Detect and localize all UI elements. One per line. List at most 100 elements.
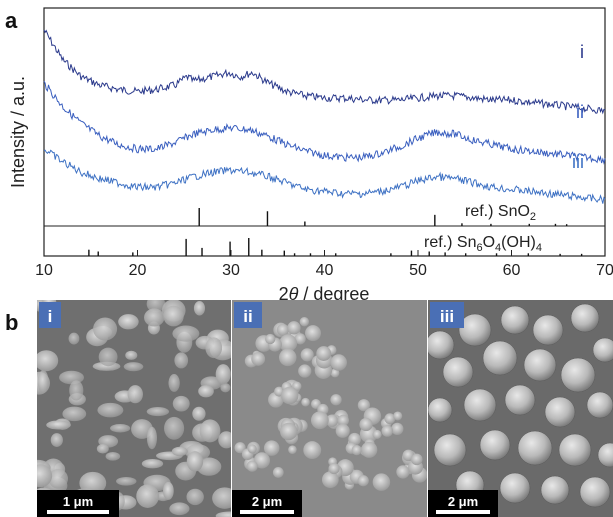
ref-label-sno2: ref.) SnO2: [465, 203, 536, 223]
sphere-particle: [586, 391, 613, 419]
particle: [93, 317, 118, 341]
sem-tag-i: i: [39, 302, 61, 328]
series-line-iii: [43, 149, 606, 204]
particle: [328, 463, 340, 475]
particle: [303, 441, 322, 460]
particle: [146, 426, 158, 450]
scale-bar-iii: 2 μm: [428, 490, 498, 517]
particle: [359, 417, 373, 432]
particle: [125, 350, 138, 360]
particle: [330, 368, 340, 378]
particle: [246, 460, 258, 472]
sphere-particle: [597, 442, 613, 468]
particle: [330, 354, 347, 371]
reference-sticks: [88, 208, 583, 256]
panel-letter-b: b: [5, 310, 18, 335]
particle: [393, 411, 403, 421]
curve-label-i: i: [580, 42, 584, 62]
particle: [321, 471, 339, 489]
particle: [212, 487, 231, 509]
particle: [118, 314, 139, 330]
x-tick-label-60: 60: [503, 262, 521, 279]
svg-text:2 μm: 2 μm: [252, 494, 282, 509]
sem-tag-ii: ii: [234, 302, 262, 328]
panel-letter-a: a: [5, 8, 18, 33]
particle: [163, 305, 184, 327]
particle: [396, 465, 410, 479]
sphere-particle: [504, 384, 536, 416]
particle: [298, 364, 312, 378]
particle: [381, 425, 394, 437]
svg-text:i: i: [48, 307, 53, 326]
scale-bar-i: 1 μm: [37, 490, 119, 517]
particle: [357, 475, 369, 487]
particle: [215, 511, 231, 517]
sem-image-iii: [428, 300, 613, 517]
particle: [98, 347, 118, 367]
series-line-i: [43, 29, 606, 115]
x-tick-label-20: 20: [129, 262, 147, 279]
particle: [316, 346, 332, 361]
sem-image-ii: [232, 300, 427, 517]
particle: [116, 477, 137, 486]
svg-text:2 μm: 2 μm: [448, 494, 478, 509]
particle: [48, 469, 69, 489]
particle: [279, 348, 297, 367]
particle: [68, 332, 80, 345]
particle: [348, 432, 361, 446]
particle: [335, 423, 350, 438]
sphere-particle: [428, 330, 455, 360]
particle: [198, 385, 214, 398]
svg-text:1 μm: 1 μm: [63, 494, 93, 509]
particle: [97, 402, 124, 418]
sphere-particle: [570, 303, 600, 333]
particle: [330, 394, 342, 406]
particle: [79, 471, 107, 495]
x-tick-label-40: 40: [316, 262, 334, 279]
x-tick-label-50: 50: [409, 262, 427, 279]
particle: [251, 351, 266, 366]
particle: [301, 397, 310, 407]
sphere-particle: [558, 433, 592, 467]
xrd-curves: [43, 29, 606, 204]
particle: [186, 451, 204, 472]
particle: [372, 473, 391, 491]
particle: [234, 442, 246, 454]
particle: [199, 419, 221, 443]
particle: [288, 445, 297, 454]
particle: [171, 446, 188, 457]
sphere-particle: [458, 313, 492, 347]
particle: [325, 414, 339, 427]
particle: [144, 308, 165, 327]
sem-tag-iii: iii: [430, 302, 464, 328]
particle: [110, 423, 131, 433]
particle: [305, 325, 322, 342]
particle: [247, 444, 257, 454]
particle: [287, 321, 301, 335]
particle: [172, 395, 190, 412]
sphere-particle: [523, 348, 557, 382]
particle: [192, 406, 206, 421]
particle: [172, 325, 200, 342]
sphere-particle: [428, 397, 453, 423]
particle: [69, 380, 84, 401]
x-tick-label-30: 30: [222, 262, 240, 279]
particle: [127, 385, 143, 404]
particle: [193, 300, 206, 316]
sphere-particle: [442, 356, 474, 388]
particle: [281, 386, 299, 405]
particle: [253, 452, 271, 469]
sphere-particle: [482, 340, 518, 376]
particle: [169, 502, 190, 516]
particle: [299, 317, 310, 327]
particle: [37, 350, 59, 372]
particle: [62, 406, 87, 422]
scale-bar-ii: 2 μm: [232, 490, 302, 517]
particle: [384, 413, 396, 425]
svg-text:ii: ii: [243, 307, 252, 326]
sphere-particle: [479, 429, 511, 461]
particle: [37, 369, 49, 394]
particle: [50, 433, 63, 447]
particle: [164, 416, 185, 440]
particle: [337, 414, 349, 427]
